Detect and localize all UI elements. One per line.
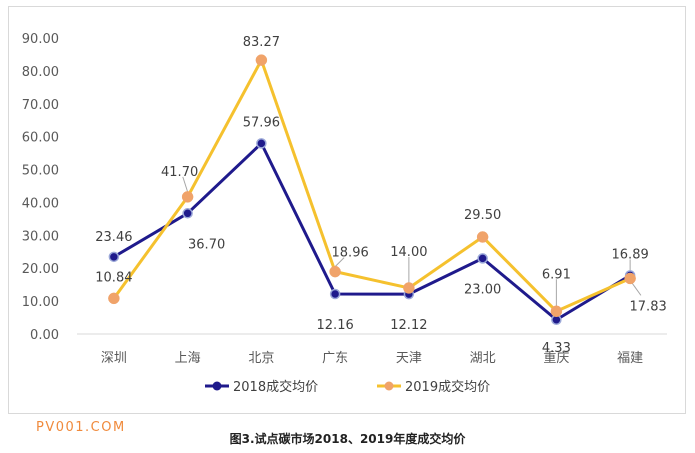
y-tick-label: 70.00 [22, 98, 59, 113]
data-label: 14.00 [390, 245, 427, 260]
data-label: 4.33 [542, 341, 571, 356]
y-tick-label: 50.00 [22, 164, 59, 179]
y-tick-label: 20.00 [22, 262, 59, 277]
x-tick-label: 福建 [617, 351, 643, 366]
y-tick-label: 40.00 [22, 196, 59, 211]
data-point [255, 54, 268, 66]
data-label: 17.83 [630, 299, 667, 314]
legend-marker-swatch [384, 381, 394, 391]
data-label: 12.12 [390, 318, 427, 333]
y-tick-label: 30.00 [22, 229, 59, 244]
series-line [113, 141, 631, 322]
y-tick-label: 60.00 [22, 131, 59, 146]
x-tick-label: 上海 [175, 351, 201, 366]
legend-label: 2018成交均价 [233, 379, 318, 395]
line-chart: 0.00 10.00 20.00 30.00 40.00 50.00 60.00 70.00 8… [22, 32, 667, 395]
y-tick-label: 10.00 [22, 295, 59, 310]
figure-caption: 图3.试点碳市场2018、2019年度成交均价 [229, 432, 466, 446]
data-label: 10.84 [95, 270, 132, 285]
x-tick-label: 广东 [322, 351, 348, 366]
label-leader-line [334, 257, 345, 267]
data-label: 36.70 [188, 237, 225, 252]
data-label: 23.46 [95, 230, 132, 245]
data-point [403, 282, 415, 294]
data-point [181, 191, 194, 203]
data-label: 41.70 [161, 165, 198, 180]
data-point [624, 272, 636, 285]
x-tick-label: 北京 [248, 351, 274, 366]
data-point [256, 138, 267, 149]
data-label: 83.27 [243, 35, 280, 50]
legend-label: 2019成交均价 [405, 379, 490, 395]
y-tick-label: 0.00 [30, 328, 59, 343]
data-point [329, 265, 341, 278]
label-leader-line [182, 176, 189, 193]
data-label: 16.89 [612, 247, 649, 262]
data-point [108, 292, 120, 305]
data-point [108, 251, 120, 263]
series-line [112, 58, 631, 313]
x-tick-label: 重庆 [543, 350, 569, 366]
x-tick-label: 深圳 [101, 351, 127, 366]
data-label: 29.50 [464, 208, 501, 223]
data-label: 57.96 [243, 115, 280, 130]
x-tick-label: 天津 [396, 351, 422, 366]
legend-marker-swatch [212, 381, 222, 391]
watermark: PV001.COM [36, 420, 126, 435]
y-tick-label: 90.00 [22, 32, 59, 47]
x-tick-label: 湖北 [470, 351, 496, 366]
data-point [182, 208, 193, 219]
data-label: 6.91 [542, 267, 571, 282]
data-point [329, 288, 341, 300]
chart-frame: 0.00 10.00 20.00 30.00 40.00 50.00 60.00 70.00 8… [8, 6, 686, 414]
data-label: 18.96 [332, 246, 369, 261]
data-point [550, 305, 563, 318]
data-label: 12.16 [317, 318, 354, 333]
data-point [476, 231, 489, 243]
y-tick-label: 80.00 [22, 65, 59, 80]
data-label: 23.00 [464, 282, 501, 297]
data-point [477, 253, 488, 264]
